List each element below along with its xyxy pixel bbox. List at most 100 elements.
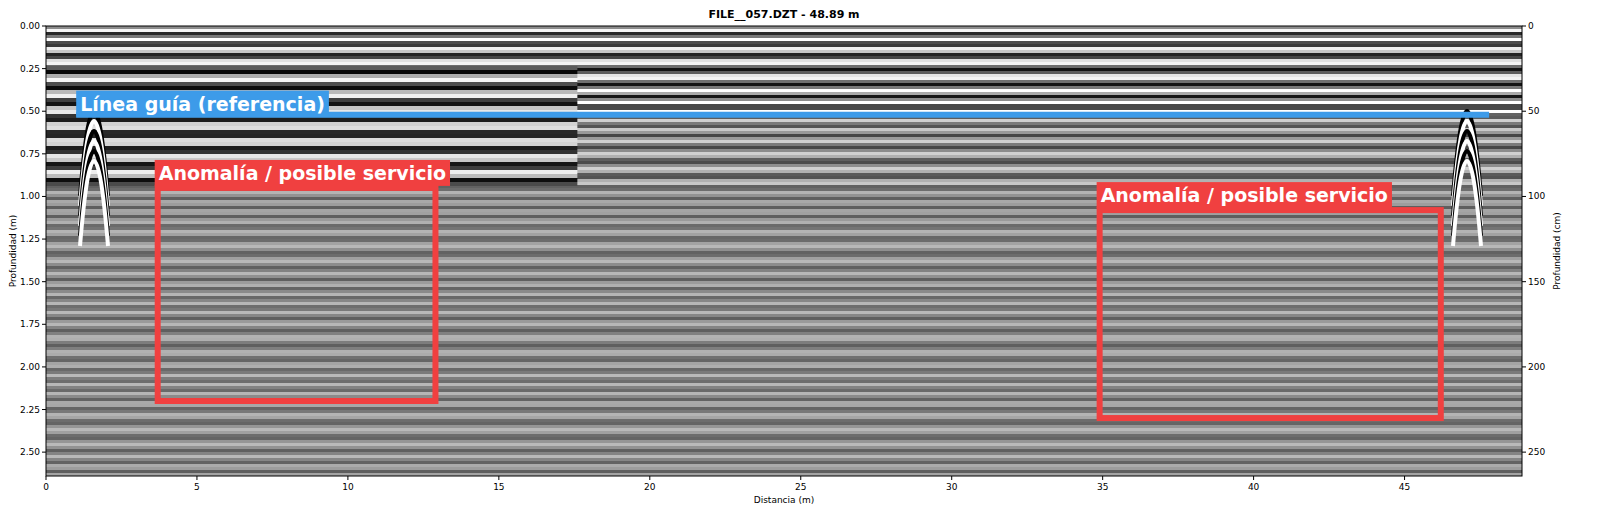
texture-band <box>46 130 577 134</box>
texture-band <box>46 83 1522 86</box>
x-tick <box>951 476 952 480</box>
texture-band <box>46 142 577 146</box>
texture-band <box>46 224 1522 227</box>
texture-band <box>46 350 1522 353</box>
annotation-label: Anomalía / posible servicio <box>1101 184 1388 206</box>
texture-band <box>46 371 1522 374</box>
texture-band <box>46 248 1522 251</box>
texture-band <box>46 407 1522 410</box>
x-tick-label: 25 <box>795 482 806 492</box>
texture-band <box>46 362 1522 365</box>
texture-band <box>46 47 1522 50</box>
texture-band <box>46 434 1522 437</box>
texture-band <box>46 242 1522 245</box>
texture-band <box>46 150 577 154</box>
texture-band <box>46 425 1522 428</box>
texture-band <box>46 50 1522 53</box>
title: FILE__057.DZT - 48.89 m <box>708 8 859 21</box>
texture-band <box>46 260 1522 263</box>
texture-band <box>46 62 1522 65</box>
y-tick-label: 0.75 <box>20 149 40 159</box>
y-tick <box>42 409 46 410</box>
texture-band <box>46 269 1522 272</box>
texture-band <box>46 122 1522 125</box>
texture-band <box>46 284 1522 287</box>
x-tick <box>347 476 348 480</box>
texture-band <box>46 138 577 142</box>
texture-band <box>46 254 1522 257</box>
y-tick-label: 2.00 <box>20 362 40 372</box>
texture-band <box>46 119 1522 122</box>
texture-band <box>46 146 1522 149</box>
anomaly-box <box>1100 210 1441 418</box>
texture-band <box>46 272 1522 275</box>
annotation-patch <box>76 91 329 117</box>
texture-band <box>46 335 1522 338</box>
annotation-patch <box>155 160 450 186</box>
texture-band <box>46 446 1522 449</box>
texture-band <box>46 320 1522 323</box>
texture-band <box>46 131 1522 134</box>
plot-frame <box>46 26 1522 476</box>
y-tick <box>42 196 46 197</box>
texture-band <box>46 266 1522 269</box>
texture-band <box>46 53 1522 56</box>
texture-band <box>46 263 1522 266</box>
texture-band <box>46 236 1522 239</box>
y-tick <box>42 366 46 367</box>
y-tick <box>42 26 46 27</box>
y-tick <box>42 111 46 112</box>
x-tick-label: 0 <box>43 482 49 492</box>
y2-tick-label: 250 <box>1528 447 1545 457</box>
texture-band <box>46 452 1522 455</box>
texture-band <box>46 389 1522 392</box>
texture-band <box>46 449 1522 452</box>
y-tick <box>42 281 46 282</box>
texture-band <box>46 440 1522 443</box>
texture-band <box>46 239 1522 242</box>
y-tick <box>42 324 46 325</box>
texture-band <box>46 215 1522 218</box>
y-tick <box>42 153 46 154</box>
texture-band <box>46 78 577 82</box>
texture-band <box>46 410 1522 413</box>
x-tick <box>1102 476 1103 480</box>
y-tick-label: 1.75 <box>20 319 40 329</box>
x-tick <box>46 476 47 480</box>
texture-band <box>46 38 1522 41</box>
texture-band <box>46 71 1522 74</box>
texture-band <box>46 311 1522 314</box>
x-tick <box>1253 476 1254 480</box>
texture-band <box>46 338 1522 341</box>
y-tick-label: 2.50 <box>20 447 40 457</box>
texture-band <box>46 287 1522 290</box>
texture-band <box>46 461 1522 464</box>
texture-band <box>46 392 1522 395</box>
texture-band <box>46 86 1522 89</box>
y2-tick <box>1522 111 1526 112</box>
y2-tick-label: 200 <box>1528 362 1545 372</box>
texture-band <box>46 455 1522 458</box>
x-tick <box>800 476 801 480</box>
y-tick <box>42 239 46 240</box>
texture-band <box>46 386 1522 389</box>
texture-band <box>46 395 1522 398</box>
texture-band <box>46 35 1522 38</box>
texture-band <box>46 368 1522 371</box>
annotation-marks <box>76 115 1489 418</box>
texture-band <box>46 290 1522 293</box>
texture-band <box>46 326 1522 329</box>
texture-band <box>46 126 577 130</box>
texture-band <box>46 118 577 122</box>
x-tick <box>498 476 499 480</box>
texture-band <box>46 329 1522 332</box>
texture-band <box>46 302 1522 305</box>
x-tick-label: 30 <box>946 482 958 492</box>
y2-tick-label: 0 <box>1528 21 1534 31</box>
texture-band <box>46 323 1522 326</box>
y-axis-title: Profundidad (m) <box>8 215 18 288</box>
texture-band <box>46 344 1522 347</box>
texture-band <box>46 347 1522 350</box>
x-tick-label: 20 <box>644 482 656 492</box>
texture-band <box>46 146 577 150</box>
